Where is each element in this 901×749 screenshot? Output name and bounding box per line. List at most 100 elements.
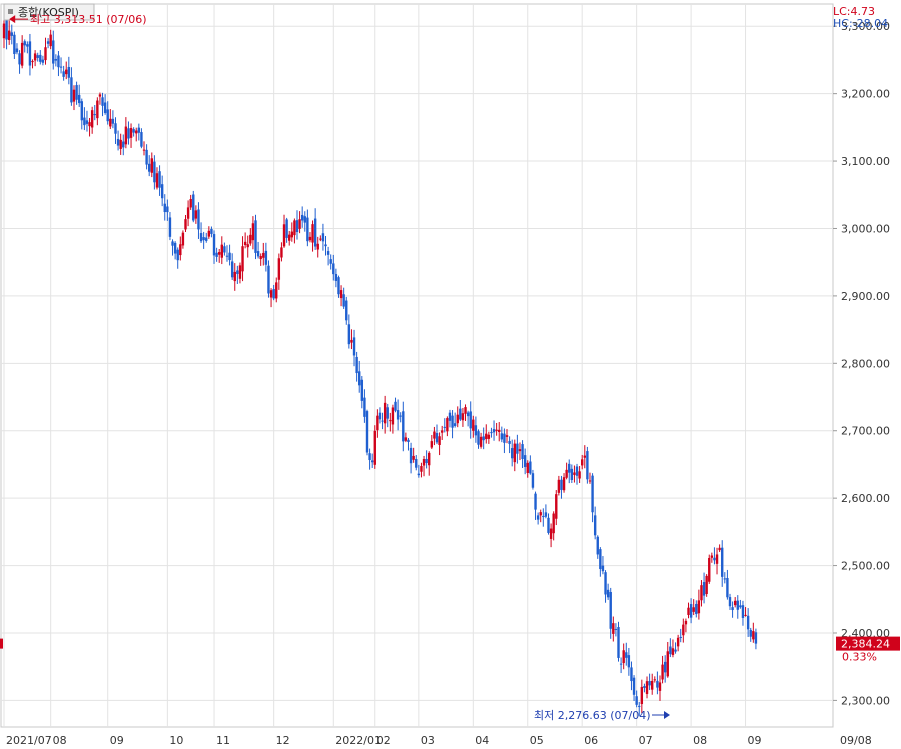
candle-body <box>282 224 286 247</box>
candle-body <box>687 607 690 615</box>
candle-body <box>409 447 413 464</box>
candle-body <box>80 101 83 121</box>
candle-body <box>103 102 107 113</box>
y-tick-label: 3,000.00 <box>841 222 890 235</box>
candle-body <box>456 414 459 424</box>
candle-body <box>220 244 223 258</box>
candle-body <box>339 290 343 299</box>
candle-body <box>676 637 680 647</box>
candle-body <box>39 54 42 62</box>
y-axis: 3,300.00 3,200.00 3,100.00 3,000.00 2,900.00… <box>833 20 890 707</box>
candle-body <box>280 247 283 258</box>
candle-body <box>93 114 96 116</box>
candle-body <box>531 473 535 488</box>
x-tick-label: 10 <box>169 734 183 747</box>
candle-body <box>570 468 574 480</box>
candle-body <box>324 244 327 247</box>
candle-body <box>303 216 306 223</box>
candle-body <box>179 244 182 256</box>
candle-body <box>619 663 623 665</box>
candle-body <box>150 158 153 173</box>
candle-body <box>549 528 553 539</box>
change-percent-label: 0.33% <box>842 651 877 664</box>
candle-body <box>313 218 317 247</box>
x-tick-label: 08 <box>53 734 67 747</box>
candle-body <box>622 650 625 664</box>
candle-body <box>402 411 405 442</box>
current-price-box <box>836 636 900 651</box>
candle-body <box>158 171 161 188</box>
hc-readout: HC:-28.04 <box>833 17 888 30</box>
candle-body <box>679 636 682 638</box>
candle-body <box>62 71 65 77</box>
candle-body <box>479 436 483 447</box>
x-tick-label: 2022/01 <box>335 734 381 747</box>
candle-body <box>710 555 714 558</box>
candle-body <box>721 547 724 577</box>
candle-body <box>116 138 120 146</box>
candle-body <box>163 203 166 213</box>
candle-body <box>376 415 379 431</box>
candle-body <box>171 241 174 246</box>
candle-body <box>205 237 208 241</box>
candle-body <box>495 429 498 431</box>
candle-body <box>251 223 255 241</box>
candle-body <box>671 648 675 655</box>
candle-body <box>448 412 452 421</box>
candle-body <box>52 40 55 64</box>
candle-body <box>643 686 646 689</box>
candle-body <box>233 271 236 282</box>
candle-body <box>461 413 465 421</box>
candle-body <box>228 252 231 261</box>
candle-body <box>604 572 607 595</box>
candle-body <box>262 252 265 258</box>
candle-body <box>109 118 112 127</box>
candle-body <box>269 290 273 298</box>
candle-body <box>342 294 345 307</box>
candle-body <box>293 220 296 236</box>
candle-body <box>147 163 151 172</box>
candle-body <box>593 515 597 536</box>
x-tick-label: 12 <box>276 734 290 747</box>
candle-body <box>477 431 480 445</box>
y-tick-label: 3,300.00 <box>841 20 890 33</box>
candle-body <box>736 600 739 610</box>
candle-body <box>542 516 545 518</box>
candle-body <box>588 480 592 482</box>
y-tick-label: 3,100.00 <box>841 155 890 168</box>
candle-body <box>65 69 68 75</box>
candle-body <box>194 210 198 219</box>
candle-body <box>355 356 358 374</box>
candle-body <box>212 234 216 256</box>
candle-body <box>202 237 205 241</box>
candle-body <box>583 455 586 458</box>
candle-body <box>49 34 52 47</box>
left-arrow-icon <box>9 15 16 24</box>
right-arrow-icon <box>664 711 670 719</box>
candle-body <box>666 651 669 677</box>
candle-body <box>741 605 745 618</box>
candle-body <box>500 433 504 440</box>
candle-body <box>723 578 727 580</box>
candle-body <box>459 408 462 420</box>
candle-body <box>246 244 249 248</box>
candle-body <box>565 469 568 478</box>
candle-body <box>627 655 631 668</box>
candle-body <box>33 53 37 61</box>
candle-body <box>332 263 335 275</box>
candle-body <box>415 458 418 468</box>
candle-body <box>435 433 439 443</box>
candle-body <box>638 705 641 707</box>
candle-body <box>555 494 558 519</box>
candle-body <box>391 407 395 425</box>
title-box <box>3 3 95 21</box>
candle-body <box>2 23 6 39</box>
candle-body <box>692 607 695 612</box>
candle-body <box>744 614 747 616</box>
candle-body <box>658 682 662 691</box>
candle-body <box>370 460 374 463</box>
x-tick-label: 11 <box>216 734 230 747</box>
candle-body <box>474 425 478 436</box>
candle-body <box>243 241 247 245</box>
